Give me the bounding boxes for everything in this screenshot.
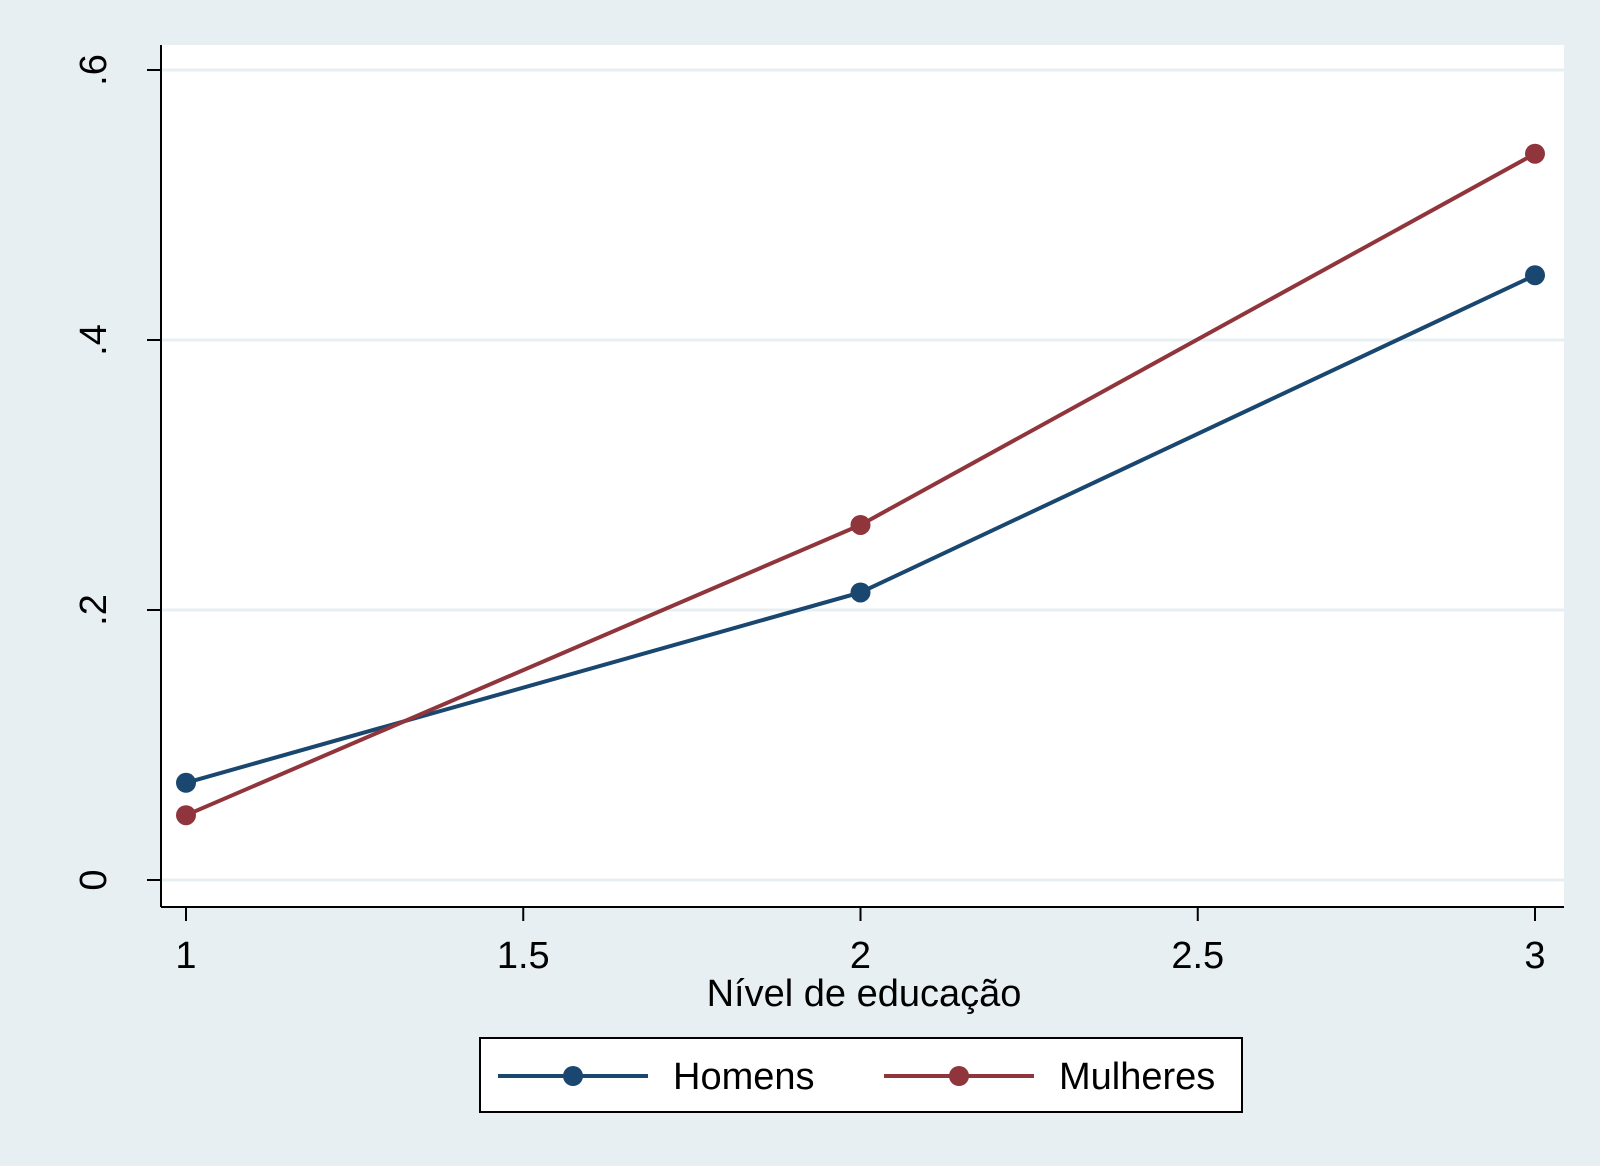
point-homens-0: [176, 772, 196, 793]
point-mulheres-2: [1525, 143, 1545, 164]
point-homens-2: [1525, 265, 1545, 286]
x-tick-label-0: 1: [175, 935, 196, 977]
plot-area: [161, 45, 1564, 907]
grid-lines: [161, 68, 1564, 882]
axes: 0 .2 .4 .6 1 1.5 2 2.5 3: [73, 45, 1564, 977]
point-homens-1: [850, 582, 871, 603]
y-tick-label-1: .2: [73, 594, 115, 626]
legend-swatch-marker-homens: [563, 1066, 583, 1086]
legend: Homens Mulheres: [479, 1037, 1243, 1113]
legend-label-homens: Homens: [673, 1056, 815, 1098]
y-tick-label-3: .6: [73, 54, 115, 86]
legend-swatch-marker-mulheres: [949, 1066, 969, 1086]
point-mulheres-1: [850, 514, 871, 535]
legend-label-mulheres: Mulheres: [1059, 1056, 1215, 1098]
x-tick-label-3: 2.5: [1171, 935, 1224, 977]
y-tick-label-2: .4: [73, 324, 115, 356]
y-tick-label-0: 0: [73, 869, 115, 890]
x-tick-label-1: 1.5: [497, 935, 550, 977]
point-mulheres-0: [176, 805, 196, 826]
x-axis-title: Nível de educação: [707, 973, 1022, 1015]
x-tick-label-4: 3: [1524, 935, 1545, 977]
x-tick-label-2: 2: [850, 935, 871, 977]
series-layer: [176, 143, 1545, 826]
